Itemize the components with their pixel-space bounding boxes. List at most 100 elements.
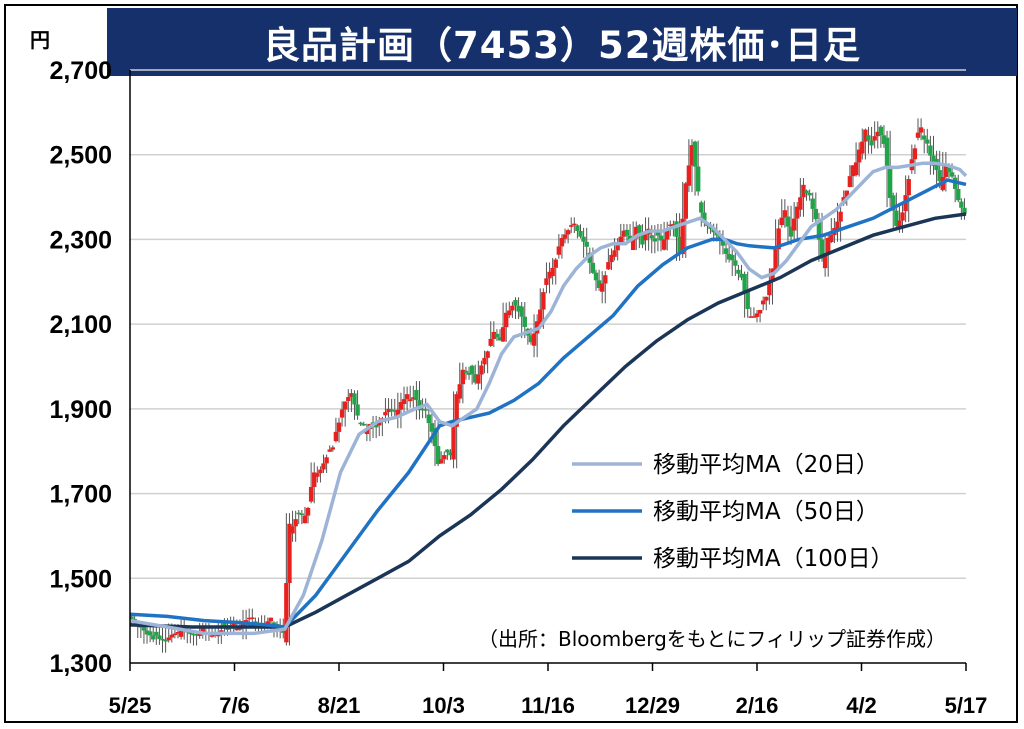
candle-body xyxy=(906,179,911,196)
candle-body xyxy=(754,313,760,317)
candle-body xyxy=(141,626,147,631)
candle-body xyxy=(510,305,515,311)
candle-body xyxy=(569,225,574,227)
candle-body xyxy=(860,141,865,154)
candle-body xyxy=(813,208,819,220)
candle-body xyxy=(878,126,884,136)
candle-body xyxy=(395,409,401,418)
candle-body xyxy=(593,272,599,281)
candle-body xyxy=(962,207,967,215)
candle-body xyxy=(377,421,382,426)
candle-body xyxy=(637,225,642,235)
candle-body xyxy=(556,246,562,255)
candle-body xyxy=(445,449,450,453)
candle-body xyxy=(349,393,354,398)
candle-body xyxy=(401,399,407,405)
candle-body xyxy=(956,188,961,201)
candle-body xyxy=(550,267,555,277)
candle-body xyxy=(692,141,698,167)
y-tick-labels: 1,300 1,500 1,700 1,900 2,100 2,300 2,500 2,700 xyxy=(49,57,112,678)
candle-body xyxy=(404,394,410,400)
candle-body xyxy=(166,637,171,641)
candle-body xyxy=(321,463,326,470)
candle-body xyxy=(516,305,521,312)
candle-body xyxy=(847,176,853,187)
candle-body xyxy=(507,310,512,316)
candle-body xyxy=(733,260,738,266)
axes xyxy=(129,70,966,664)
candle-body xyxy=(819,239,825,259)
y-tick-label: 1,900 xyxy=(49,396,112,424)
candle-body xyxy=(312,472,317,487)
candle-body xyxy=(872,136,877,141)
candle-body xyxy=(519,306,524,317)
candle-body xyxy=(869,140,874,146)
candle-body xyxy=(850,165,856,177)
candle-body xyxy=(937,170,942,182)
candle-body xyxy=(838,211,843,222)
candle-body xyxy=(674,221,679,237)
candle-body xyxy=(318,469,323,474)
candle-body xyxy=(200,628,205,633)
candle-body xyxy=(151,635,156,640)
candle-body xyxy=(302,515,308,524)
chart-frame xyxy=(4,4,1018,723)
candle-body xyxy=(553,259,558,268)
candle-body xyxy=(457,384,462,399)
x-tick-label: 2/16 xyxy=(736,693,779,718)
candle-body xyxy=(290,526,295,534)
candle-body xyxy=(668,224,673,227)
candle-body xyxy=(798,197,803,210)
y-tick-label: 2,500 xyxy=(49,142,112,170)
candle-body xyxy=(649,235,654,239)
candle-body xyxy=(665,229,670,240)
candle-body xyxy=(147,631,153,636)
candle-body xyxy=(408,399,413,402)
candle-body xyxy=(810,198,815,209)
candle-body xyxy=(599,283,605,292)
candle-body xyxy=(807,192,812,196)
candle-body xyxy=(538,309,543,327)
x-tick-label: 10/3 xyxy=(422,693,465,718)
candle-body xyxy=(562,234,568,239)
candle-body xyxy=(373,424,379,428)
candle-body xyxy=(448,452,453,456)
candle-body xyxy=(884,137,890,168)
candle-body xyxy=(640,234,645,245)
candle-body xyxy=(547,271,552,279)
candle-body xyxy=(466,372,472,375)
candle-body xyxy=(826,237,831,254)
candle-body xyxy=(333,431,339,442)
candle-body xyxy=(795,206,800,219)
candle-body xyxy=(578,230,583,237)
candle-body xyxy=(315,473,320,477)
candle-body xyxy=(494,333,500,338)
candle-body xyxy=(572,223,577,226)
candle-body xyxy=(308,486,314,502)
candle-body xyxy=(188,632,193,635)
candle-body xyxy=(497,337,503,341)
candle-body xyxy=(829,235,834,242)
candle-body xyxy=(469,365,475,375)
candle-body xyxy=(779,217,784,226)
candle-body xyxy=(751,316,757,318)
candle-body xyxy=(342,401,348,410)
candle-body xyxy=(392,410,397,412)
candle-body xyxy=(386,408,391,413)
candle-body xyxy=(931,155,936,166)
candle-body xyxy=(299,513,305,516)
legend: 移動平均MA（20日） 移動平均MA（50日） 移動平均MA（100日） xyxy=(572,452,893,572)
candle-body xyxy=(624,229,630,236)
moving-average-lines xyxy=(129,161,968,636)
candle-body xyxy=(247,617,252,620)
candle-body xyxy=(606,262,611,270)
ma50-line xyxy=(129,178,967,629)
candle-body xyxy=(643,234,648,241)
candle-body xyxy=(500,327,506,342)
candle-body xyxy=(875,131,880,137)
legend-label: 移動平均MA（50日） xyxy=(653,499,879,525)
x-tick-label: 4/2 xyxy=(846,693,877,718)
candle-body xyxy=(435,446,441,465)
candle-body xyxy=(194,634,199,636)
candle-body xyxy=(473,374,478,383)
